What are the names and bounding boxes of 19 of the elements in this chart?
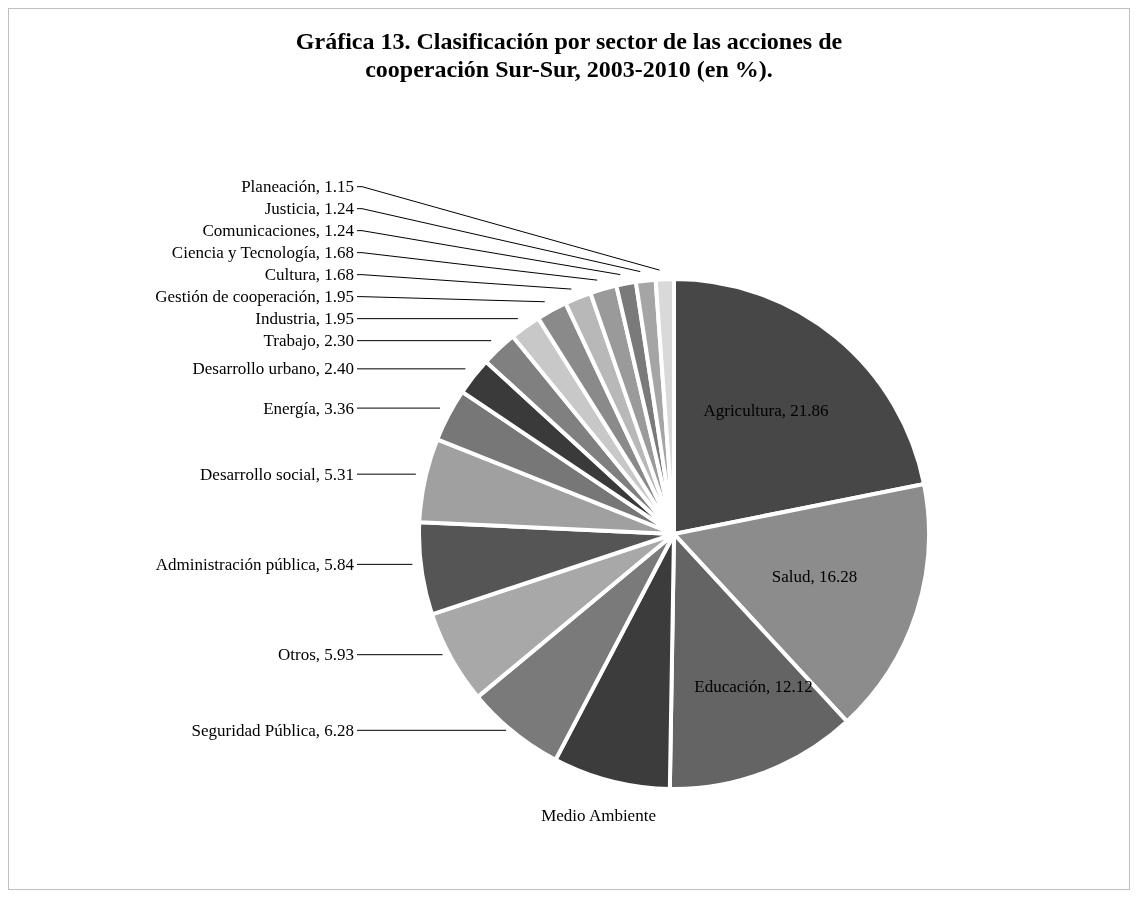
slice-label: Cultura, 1.68 <box>264 265 354 285</box>
slice-label: Educación, 12.12 <box>694 677 813 697</box>
slice-label: Energía, 3.36 <box>263 398 354 418</box>
slice-label: Otros, 5.93 <box>277 645 354 665</box>
chart-title: Gráfica 13. Clasificación por sector de las acciones de cooperación Sur-Sur, 2003-2010 (en %). <box>294 27 844 83</box>
slice-label: Desarrollo urbano, 2.40 <box>192 359 354 379</box>
slice-label: Ciencia y Tecnología, 1.68 <box>171 243 354 263</box>
slice-label: Salud, 16.28 <box>771 566 858 586</box>
slice-label: Industria, 1.95 <box>255 309 354 329</box>
slice-label: Agricultura, 21.86 <box>703 401 829 421</box>
slice-label: Trabajo, 2.30 <box>263 331 354 351</box>
slice-label: Justicia, 1.24 <box>264 199 355 219</box>
slice-label: Medio Ambiente <box>541 805 656 825</box>
slice-label: Planeación, 1.15 <box>241 177 354 197</box>
slice-label: Seguridad Pública, 6.28 <box>191 720 354 740</box>
slice-label: Comunicaciones, 1.24 <box>202 221 355 241</box>
slice-label: Administración pública, 5.84 <box>155 554 355 574</box>
slice-label: Desarrollo social, 5.31 <box>200 464 354 484</box>
slice-label: Gestión de cooperación, 1.95 <box>155 287 354 307</box>
